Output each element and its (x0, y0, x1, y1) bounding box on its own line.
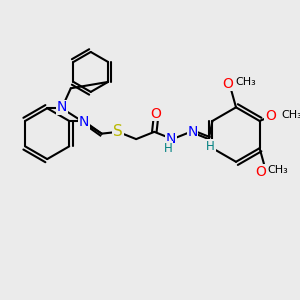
Text: O: O (151, 107, 162, 121)
Text: N: N (187, 125, 198, 139)
Text: CH₃: CH₃ (281, 110, 300, 120)
Text: H: H (164, 142, 172, 155)
Text: N: N (56, 100, 67, 114)
Text: CH₃: CH₃ (268, 165, 289, 175)
Text: O: O (265, 110, 276, 123)
Text: N: N (166, 132, 176, 146)
Text: H: H (206, 140, 215, 153)
Text: CH₃: CH₃ (235, 77, 256, 87)
Text: O: O (222, 77, 233, 91)
Text: S: S (113, 124, 123, 139)
Text: O: O (255, 165, 266, 179)
Text: N: N (79, 115, 89, 129)
